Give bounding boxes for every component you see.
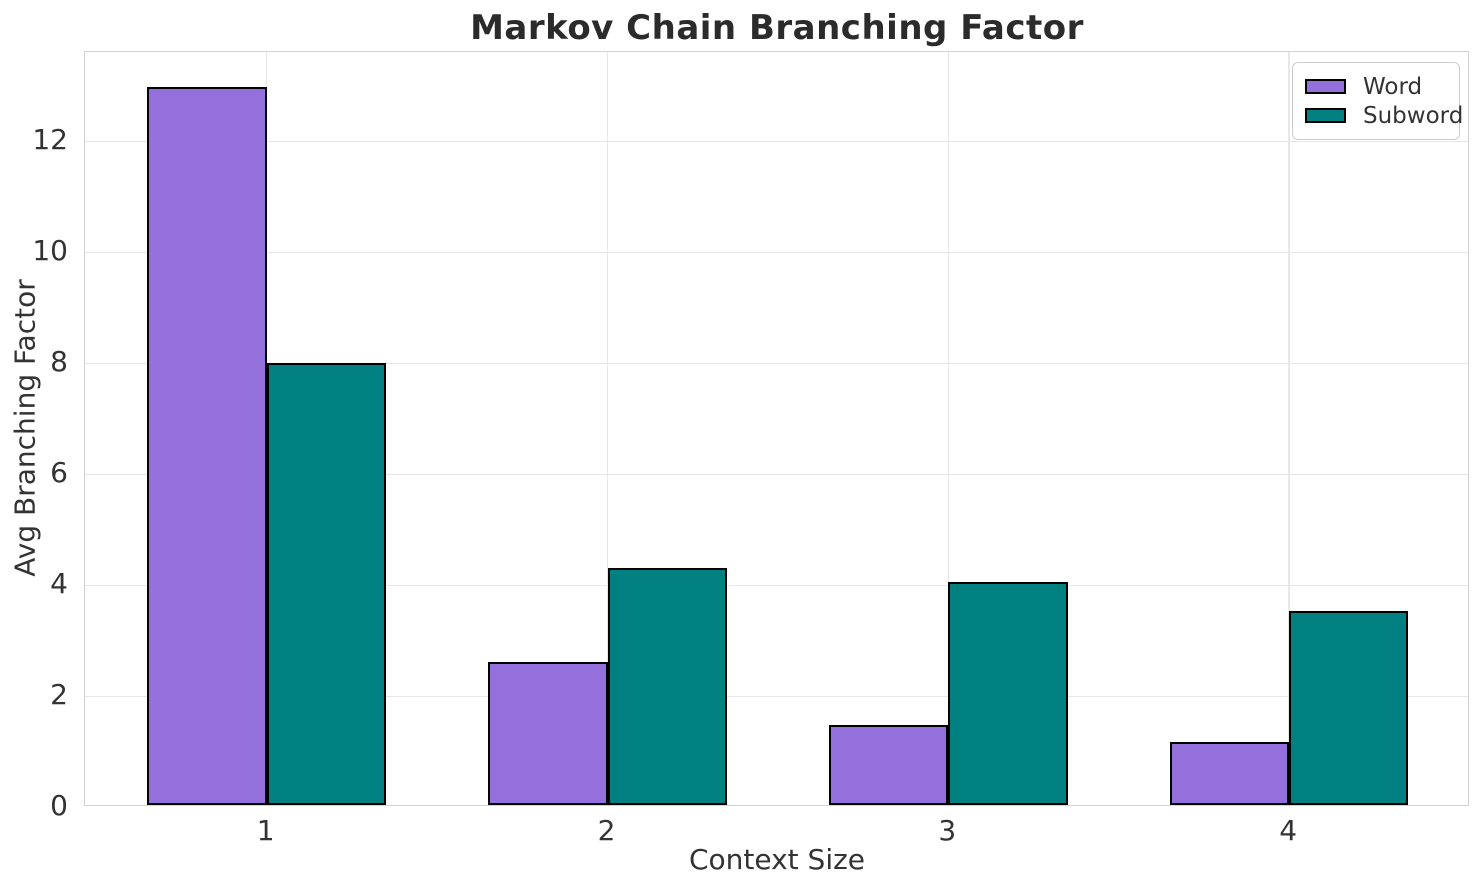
plot-area	[84, 51, 1469, 806]
legend-swatch-subword	[1305, 108, 1346, 123]
bar-subword-2	[607, 567, 727, 805]
y-tick-label: 4	[50, 566, 68, 600]
gridline-horizontal	[85, 140, 1468, 143]
bar-word-3	[828, 724, 949, 805]
legend-swatch-word	[1305, 79, 1346, 94]
x-tick-label: 1	[256, 814, 275, 847]
x-axis-label: Context Size	[688, 843, 866, 876]
y-tick-label: 6	[50, 455, 68, 489]
gridline-horizontal	[85, 473, 1468, 476]
y-tick-label: 0	[50, 789, 68, 822]
gridline-horizontal	[85, 362, 1468, 365]
bar-word-4	[1169, 741, 1290, 805]
gridline-vertical	[947, 52, 950, 805]
bar-subword-4	[1289, 610, 1409, 805]
bar-subword-1	[266, 362, 387, 805]
y-tick-label: 12	[32, 122, 68, 156]
y-axis-label: Avg Branching Factor	[8, 279, 42, 577]
x-tick-label: 3	[938, 814, 957, 847]
bar-subword-3	[948, 581, 1068, 805]
legend-item: Subword	[1305, 101, 1463, 130]
x-tick-label: 4	[1279, 814, 1298, 847]
y-tick-label: 2	[50, 677, 68, 711]
y-tick-label: 10	[32, 233, 68, 267]
gridline-vertical	[606, 52, 609, 805]
bar-word-2	[488, 661, 608, 805]
legend-label: Subword	[1363, 102, 1464, 129]
legend: Word Subword	[1292, 62, 1463, 140]
x-tick-label: 2	[597, 814, 616, 847]
gridline-horizontal	[85, 251, 1468, 254]
gridline-vertical	[1288, 52, 1290, 805]
bar-word-1	[147, 86, 267, 805]
gridline-horizontal	[85, 695, 1468, 698]
y-tick-label: 8	[50, 344, 68, 378]
gridline-horizontal	[85, 584, 1468, 587]
legend-label: Word	[1363, 73, 1423, 100]
chart-title: Markov Chain Branching Factor	[470, 8, 1084, 48]
legend-item: Word	[1305, 72, 1447, 101]
